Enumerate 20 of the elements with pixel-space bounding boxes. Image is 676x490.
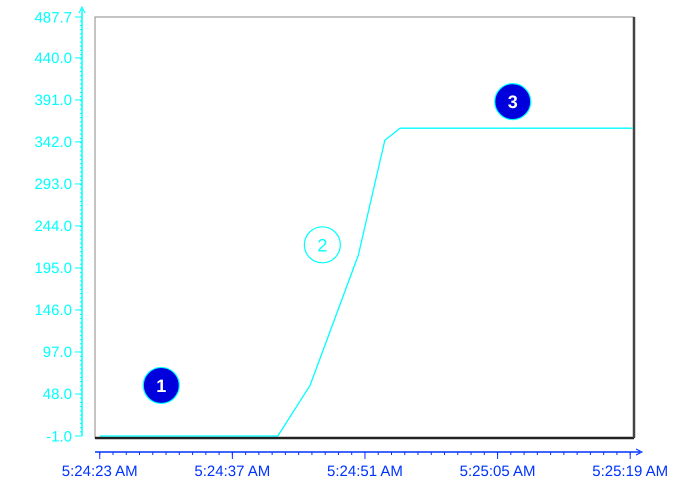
y-tick-label: 342.0	[34, 134, 72, 152]
annotation: 3	[508, 92, 518, 112]
y-tick-label: 48.0	[42, 386, 72, 404]
x-tick-label: 5:24:37 AM	[194, 463, 270, 480]
annotation: 2	[317, 235, 328, 256]
y-tick-label: 195.0	[34, 260, 72, 278]
y-tick-label: -1.0	[46, 428, 72, 446]
y-tick-label: 391.0	[34, 92, 72, 110]
x-tick-label: 5:25:05 AM	[460, 463, 536, 480]
y-tick-label: 146.0	[34, 302, 72, 320]
y-tick-label: 244.0	[34, 218, 72, 236]
line-series	[99, 128, 634, 437]
y-tick-label: 293.0	[34, 176, 72, 194]
y-tick-label: 440.0	[34, 50, 72, 68]
y-tick-label: 487.7	[34, 9, 72, 26]
annotation: 1	[156, 376, 166, 396]
x-tick-label: 5:24:23 AM	[62, 463, 138, 480]
y-tick-label: 97.0	[42, 344, 72, 362]
x-tick-label: 5:24:51 AM	[327, 463, 403, 480]
x-tick-label: 5:25:19 AM	[592, 463, 668, 480]
